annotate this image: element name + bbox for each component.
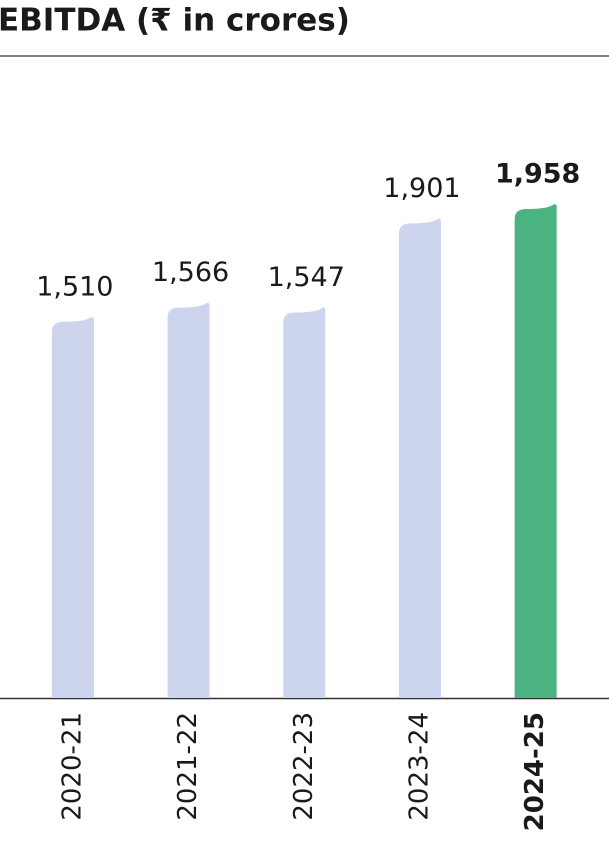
bar <box>514 204 557 698</box>
x-tick-label: 2022-23 <box>289 712 319 821</box>
x-tick-label: 2024-25 <box>520 712 550 831</box>
value-label: 1,510 <box>36 271 113 302</box>
bar <box>167 302 210 698</box>
x-tick-label: 2021-22 <box>173 712 203 821</box>
bar <box>283 307 326 698</box>
value-label: 1,901 <box>383 173 460 204</box>
chart-title: EBITDA (₹ in crores) <box>0 3 350 39</box>
value-label: 1,547 <box>268 262 345 293</box>
x-tick-label: 2020-21 <box>57 712 87 821</box>
value-label: 1,566 <box>152 257 229 288</box>
bar <box>398 218 441 698</box>
value-label: 1,958 <box>495 158 580 189</box>
bar <box>51 316 94 698</box>
x-tick-label: 2023-24 <box>404 712 434 821</box>
